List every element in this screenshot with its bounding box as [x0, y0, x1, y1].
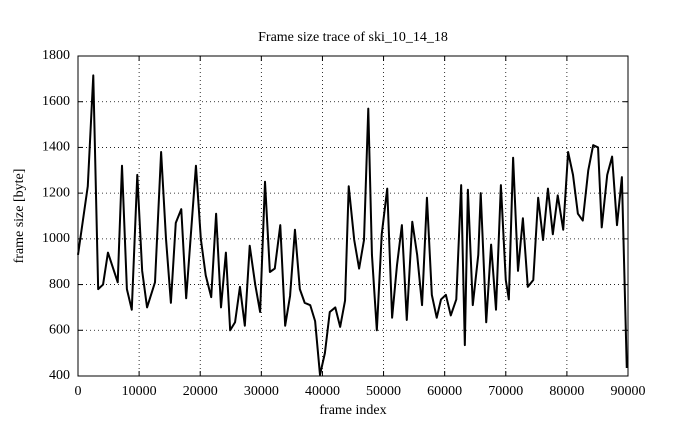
x-tick-label: 70000 — [488, 384, 523, 399]
x-tick-label: 90000 — [611, 384, 646, 399]
x-tick-label: 20000 — [183, 384, 218, 399]
x-tick-label: 80000 — [549, 384, 584, 399]
plot-frame — [77, 55, 629, 377]
x-tick-label: 60000 — [427, 384, 462, 399]
data-line — [77, 74, 628, 376]
y-tick-label: 1000 — [42, 231, 70, 246]
x-axis-label: frame index — [319, 403, 386, 418]
y-tick-label: 400 — [49, 368, 70, 383]
y-tick-label: 1800 — [42, 48, 70, 63]
x-tick-label: 50000 — [366, 384, 401, 399]
x-tick-label: 30000 — [244, 384, 279, 399]
y-axis-label: frame size [byte] — [12, 169, 27, 264]
y-tick-label: 800 — [49, 277, 70, 292]
y-tick-label: 600 — [49, 323, 70, 338]
x-tick-label: 0 — [75, 384, 82, 399]
x-tick-label: 40000 — [305, 384, 340, 399]
y-tick-label: 1200 — [42, 185, 70, 200]
x-tick-label: 10000 — [122, 384, 157, 399]
chart-title: Frame size trace of ski_10_14_18 — [258, 30, 448, 45]
y-tick-label: 1400 — [42, 140, 70, 155]
y-tick-label: 1600 — [42, 94, 70, 109]
